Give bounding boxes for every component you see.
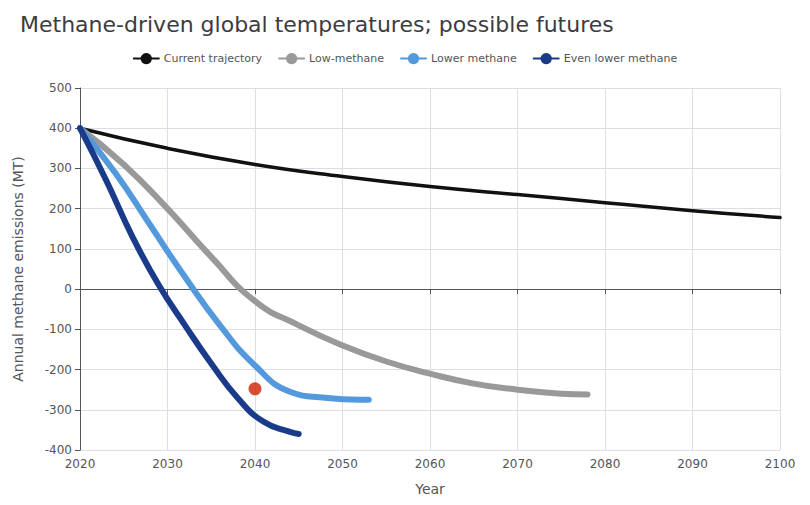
svg-text:Even lower methane: Even lower methane (564, 52, 678, 65)
svg-text:300: 300 (49, 161, 72, 175)
svg-text:-100: -100 (45, 322, 72, 336)
svg-text:Year: Year (414, 481, 445, 497)
svg-text:400: 400 (49, 121, 72, 135)
svg-text:2020: 2020 (65, 457, 96, 471)
svg-text:2060: 2060 (415, 457, 446, 471)
svg-text:0: 0 (64, 282, 72, 296)
svg-text:Annual methane emissions (MT): Annual methane emissions (MT) (10, 156, 26, 382)
svg-text:2080: 2080 (590, 457, 621, 471)
svg-text:2030: 2030 (152, 457, 183, 471)
svg-text:Low-methane: Low-methane (309, 52, 384, 65)
svg-text:Lower methane: Lower methane (431, 52, 517, 65)
svg-text:2050: 2050 (327, 457, 358, 471)
svg-text:100: 100 (49, 242, 72, 256)
svg-text:-300: -300 (45, 403, 72, 417)
svg-text:200: 200 (49, 202, 72, 216)
svg-text:2070: 2070 (502, 457, 533, 471)
svg-text:-200: -200 (45, 363, 72, 377)
svg-text:2100: 2100 (765, 457, 796, 471)
svg-text:Current trajectory: Current trajectory (164, 52, 263, 65)
svg-text:-400: -400 (45, 443, 72, 457)
svg-text:2090: 2090 (677, 457, 708, 471)
svg-text:2040: 2040 (240, 457, 271, 471)
svg-text:Methane-driven global temperat: Methane-driven global temperatures; poss… (20, 12, 614, 37)
svg-text:500: 500 (49, 81, 72, 95)
